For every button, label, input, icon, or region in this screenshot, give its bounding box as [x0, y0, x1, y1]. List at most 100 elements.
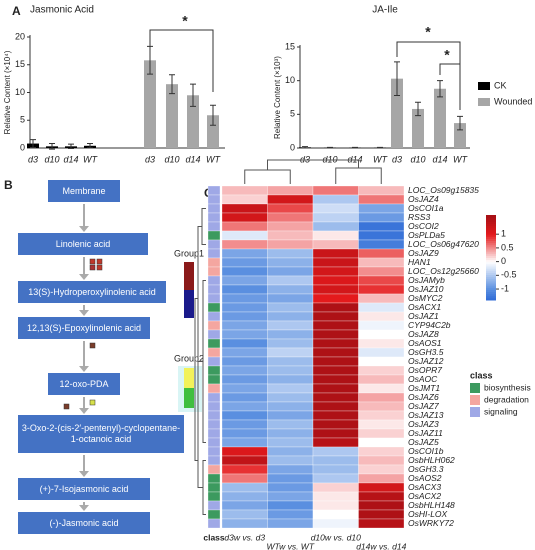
colorbar-tick-label: 0	[501, 256, 506, 266]
heatmap-cell	[221, 338, 268, 349]
class-cell	[207, 392, 221, 403]
colorbar-step	[486, 215, 496, 218]
arrow-head	[79, 505, 89, 511]
row-label: OsJAZ11	[408, 428, 443, 438]
heatmap-cell	[267, 284, 314, 295]
class-cell	[207, 329, 221, 340]
bar	[391, 78, 403, 148]
error-bar	[457, 115, 463, 131]
colorbar-step	[486, 219, 496, 222]
row-label: OsHI-LOX	[408, 509, 448, 519]
colorbar-step	[486, 266, 496, 269]
heatmap-cell	[267, 230, 314, 241]
error-bar	[210, 104, 216, 126]
heatmap-cell	[221, 347, 268, 358]
heatmap-cell	[358, 329, 405, 340]
heatmap-cell	[267, 356, 314, 367]
heatmap-cell	[312, 509, 359, 520]
significance-mark: *	[182, 13, 188, 29]
arrow-head	[79, 226, 89, 232]
heatmap-cell	[267, 437, 314, 448]
heatmap-cell	[312, 482, 359, 493]
class-cell	[207, 194, 221, 205]
heatmap-cell	[312, 203, 359, 214]
x-tick-label: d10	[410, 154, 425, 164]
colorbar-step	[486, 221, 496, 224]
row-label: CYP94C2b	[408, 320, 451, 330]
heatmap-cell	[267, 446, 314, 457]
heatmap-cell	[267, 374, 314, 385]
heatmap-cell	[358, 320, 405, 331]
colorbar-step	[486, 255, 496, 258]
colorbar-step	[486, 244, 496, 248]
heatmap-cell	[358, 212, 405, 223]
heatmap-cell	[221, 473, 268, 484]
row-label: OsJAZ6	[408, 392, 439, 402]
pathway-step: 12,13(S)-Epoxylinolenic acid	[18, 317, 150, 339]
row-label: OsOPR7	[408, 365, 442, 375]
column-label: d14w vs. d14	[356, 541, 406, 550]
heatmap-cell	[267, 257, 314, 268]
heatmap-cell	[312, 311, 359, 322]
gene-icon	[89, 399, 96, 406]
row-label: RSS3	[408, 212, 430, 222]
heatmap-cell	[358, 293, 405, 304]
error-bar	[30, 139, 36, 148]
colorbar-step	[486, 270, 496, 273]
heatmap-cell	[221, 203, 268, 214]
error-bar	[394, 61, 400, 96]
row-label: OsJAZ10	[408, 284, 444, 294]
pathway-step: 12-oxo-PDA	[48, 373, 120, 395]
colorbar-step	[486, 268, 496, 271]
row-label: OsCOI2	[408, 221, 439, 231]
heatmap-cell	[267, 518, 314, 529]
heatmap-cell	[312, 491, 359, 502]
class-cell	[207, 221, 221, 232]
class-legend-label: degradation	[484, 394, 529, 404]
heatmap-cell	[312, 500, 359, 511]
pathway-step: Linolenic acid	[18, 233, 148, 255]
heatmap-cell	[221, 356, 268, 367]
significance-mark: *	[444, 47, 450, 63]
error-bar	[302, 146, 308, 149]
colorbar-tick-label: 1	[501, 229, 506, 239]
gene-icon	[96, 264, 103, 271]
heatmap-cell	[221, 284, 268, 295]
heatmap-cell	[267, 464, 314, 475]
error-bar	[68, 143, 74, 150]
colorbar-step	[486, 257, 496, 261]
colorbar-step	[486, 287, 496, 290]
class-cell	[207, 275, 221, 286]
heatmap-cell	[312, 293, 359, 304]
heatmap-cell	[312, 428, 359, 439]
column-dendrogram	[244, 159, 382, 184]
heatmap-cell	[221, 230, 268, 241]
colorbar-step	[486, 229, 496, 233]
x-tick-label: WT	[83, 154, 98, 164]
heatmap-cell	[312, 446, 359, 457]
heatmap-cell	[358, 194, 405, 205]
row-label: LOC_Os12g25660	[408, 266, 479, 276]
heatmap-cell	[358, 221, 405, 232]
group-bar	[184, 368, 194, 388]
heatmap-cell	[267, 401, 314, 412]
class-cell	[207, 446, 221, 457]
heatmap-cell	[358, 455, 405, 466]
heatmap-cell	[267, 212, 314, 223]
heatmap-cell	[312, 374, 359, 385]
heatmap-cell	[358, 338, 405, 349]
significance-bracket	[439, 63, 461, 110]
heatmap-cell	[312, 257, 359, 268]
row-label: OsGH3.3	[408, 464, 444, 474]
chart-title: JA-Ile	[372, 5, 398, 16]
heatmap-cell	[267, 248, 314, 259]
heatmap-cell	[221, 410, 268, 421]
row-label: OsJAZ7	[408, 401, 439, 411]
heatmap-cell	[267, 365, 314, 376]
heatmap-cell	[267, 221, 314, 232]
heatmap-cell	[358, 248, 405, 259]
column-label: d3w vs. d3	[224, 532, 265, 542]
heatmap-cell	[358, 446, 405, 457]
legend-label: Wounded	[494, 96, 532, 106]
heatmap-cell	[267, 185, 314, 196]
